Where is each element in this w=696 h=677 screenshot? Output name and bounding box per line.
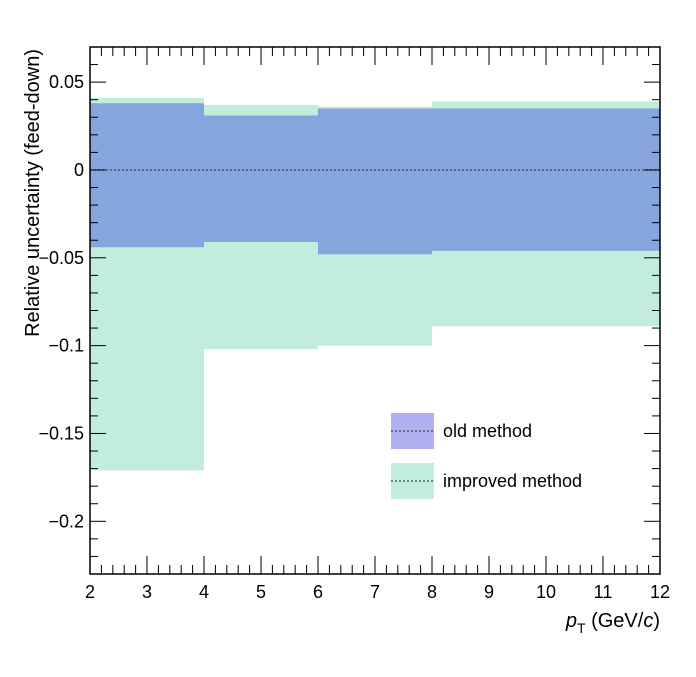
x-tick-label: 10: [536, 582, 556, 602]
x-tick-label: 6: [313, 582, 323, 602]
x-axis-label-c: c: [643, 610, 653, 632]
x-axis-label-post: ): [653, 610, 660, 632]
x-tick-label: 5: [256, 582, 266, 602]
band-old-bin-1: [204, 115, 318, 242]
x-tick-label: 3: [142, 582, 152, 602]
x-tick-label: 2: [85, 582, 95, 602]
x-axis-label: pT (GeV/c): [565, 610, 660, 636]
legend: old method improved method: [391, 413, 582, 499]
plot-frame: [89, 46, 661, 575]
y-tick-label: 0.05: [49, 72, 84, 92]
x-axis-label-sub: T: [577, 620, 586, 636]
y-tick-label: −0.05: [38, 248, 84, 268]
y-tick-label: 0: [74, 160, 84, 180]
x-tick-label: 9: [484, 582, 494, 602]
legend-label-improved-method: improved method: [443, 471, 582, 491]
legend-label-old-method: old method: [443, 421, 532, 441]
x-tick-label: 7: [370, 582, 380, 602]
x-tick-label: 11: [594, 582, 613, 602]
band-old-bin-3: [432, 108, 660, 251]
band-old-bin-0: [90, 103, 204, 248]
y-tick-label: −0.2: [48, 511, 84, 531]
x-tick-label: 4: [199, 582, 209, 602]
band-old-bin-2: [318, 108, 432, 255]
y-tick-label: −0.15: [38, 423, 84, 443]
y-tick-label: −0.1: [48, 336, 84, 356]
y-axis-label: Relative uncertainty (feed-down): [22, 49, 44, 337]
uncertainty-bands: [90, 97, 660, 471]
x-tick-label: 8: [427, 582, 437, 602]
x-tick-label: 12: [650, 582, 670, 602]
x-axis-label-pre: (GeV/: [586, 610, 644, 632]
tick-labels: 2 3 4 5 6 7 8 9 10 11 12 0.05 0 −0.05 −0.1 −0.15 −0.2: [38, 72, 670, 602]
x-axis-label-p: p: [565, 610, 577, 632]
